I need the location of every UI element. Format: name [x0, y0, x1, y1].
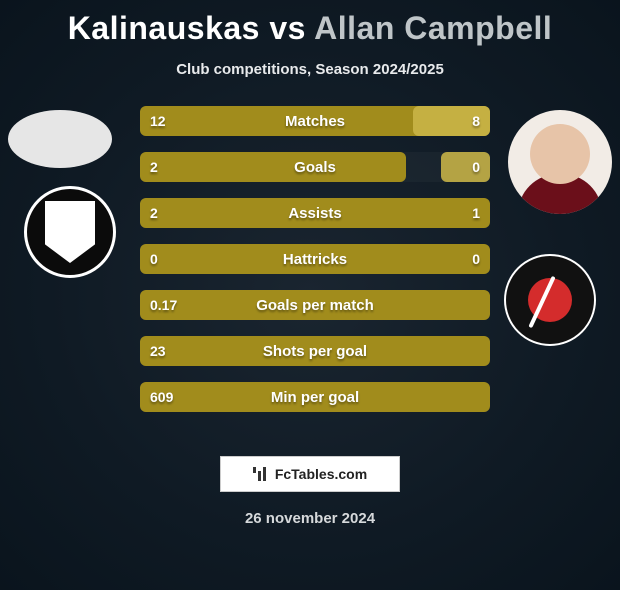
stat-row: 0.17Goals per match: [140, 290, 490, 320]
player2-club-badge-icon: [504, 254, 596, 346]
fctables-logo[interactable]: FcTables.com: [220, 456, 400, 492]
bar-chart-icon: [253, 467, 269, 481]
stat-bar-left: [140, 336, 490, 366]
stat-row: 23Shots per goal: [140, 336, 490, 366]
comparison-content: 128Matches 20Goals 21Assists 00Hattricks 0.1…: [0, 106, 620, 436]
player1-club-badge-icon: [24, 186, 116, 278]
stat-bar-right: [413, 106, 490, 136]
logo-text: FcTables.com: [275, 466, 367, 482]
stat-row: 00Hattricks: [140, 244, 490, 274]
comparison-title: Kalinauskas vs Allan Campbell: [0, 10, 620, 47]
player1-name: Kalinauskas: [68, 10, 260, 46]
stat-bar-right: [441, 152, 490, 182]
stat-row: 21Assists: [140, 198, 490, 228]
generation-date: 26 november 2024: [0, 510, 620, 527]
player2-name: Allan Campbell: [314, 10, 552, 46]
stat-row: 609Min per goal: [140, 382, 490, 412]
vs-separator: vs: [269, 10, 306, 46]
stat-bar-left: [140, 198, 490, 228]
stat-bar-left: [140, 244, 490, 274]
stat-row: 128Matches: [140, 106, 490, 136]
stat-bar-left: [140, 152, 406, 182]
stat-bar-left: [140, 382, 490, 412]
subtitle: Club competitions, Season 2024/2025: [0, 61, 620, 78]
stat-bar-left: [140, 290, 490, 320]
player1-avatar-icon: [8, 110, 112, 168]
stat-row: 20Goals: [140, 152, 490, 182]
stat-bars: 128Matches 20Goals 21Assists 00Hattricks 0.1…: [140, 106, 490, 428]
player2-avatar-icon: [508, 110, 612, 214]
